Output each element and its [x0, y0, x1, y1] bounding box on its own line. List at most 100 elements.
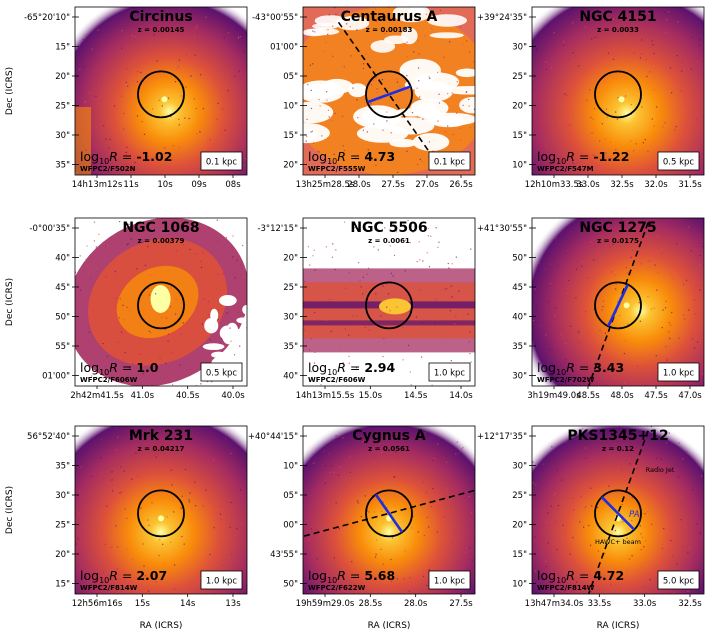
image-2	[484, 0, 710, 237]
x-tick-label: 28.0s	[404, 599, 428, 609]
image-7	[251, 381, 526, 633]
y-tick-label: -65°20'10"	[24, 13, 70, 23]
scalebar-label: 5.0 kpc	[663, 577, 695, 587]
y-tick-label: 40"	[55, 254, 70, 264]
panel-redshift: z = 0.0061	[368, 237, 410, 245]
panel-title: Mrk 231	[129, 428, 193, 444]
scalebar-label: 1.0 kpc	[206, 577, 238, 587]
y-tick-label: 15"	[283, 131, 298, 141]
panel-redshift: z = 0.0175	[597, 237, 639, 245]
panel-title: NGC 4151	[579, 9, 656, 25]
panel-title: NGC 5506	[350, 220, 427, 236]
filter-label: WFPC2/F622W	[308, 584, 366, 592]
y-axis-label: Dec (ICRS)	[5, 67, 15, 115]
y-tick-label: 20"	[512, 521, 527, 531]
y-tick-label: 35"	[55, 462, 70, 472]
y-tick-label: 40"	[283, 372, 298, 382]
y-tick-label: 30"	[512, 372, 527, 382]
y-tick-label: 50"	[283, 580, 298, 590]
y-tick-label: +41°30'55"	[477, 224, 527, 234]
y-tick-label: 20"	[55, 72, 70, 82]
logR-label: log10R = 5.68	[308, 568, 395, 585]
y-tick-label: 56°52'40"	[27, 432, 70, 442]
panel-redshift: z = 0.00379	[138, 237, 185, 245]
x-tick-label: 47.5s	[644, 391, 668, 401]
x-tick-label: 14s	[180, 599, 196, 609]
x-tick-label: 15s	[135, 599, 151, 609]
y-tick-label: 05"	[283, 72, 298, 82]
x-tick-label: 13h47m34.0s	[525, 599, 584, 609]
y-tick-label: 30"	[512, 462, 527, 472]
logR-label: log10R = 4.72	[537, 568, 624, 585]
filter-label: WFPC2/F814W	[537, 584, 595, 592]
pa-label: PA	[629, 510, 640, 520]
y-tick-label: +39°24'35"	[477, 13, 527, 23]
panel-title: NGC 1275	[579, 220, 656, 236]
filter-label: WFPC2/F502N	[80, 165, 136, 173]
x-tick-label: 40.0s	[221, 391, 245, 401]
panel-title: Circinus	[129, 9, 192, 25]
x-tick-label: 2h42m41.5s	[70, 391, 124, 401]
y-tick-label: 30"	[55, 491, 70, 501]
scalebar-label: 0.1 kpc	[434, 158, 466, 168]
y-axis-label: Dec (ICRS)	[5, 278, 15, 326]
filter-label: WFPC2/F547M	[537, 165, 594, 173]
y-tick-label: 20"	[283, 254, 298, 264]
panel-title: PKS1345+12	[567, 428, 668, 444]
panel-title: NGC 1068	[122, 220, 199, 236]
y-tick-label: 20"	[512, 102, 527, 112]
y-tick-label: 10"	[283, 462, 298, 472]
x-tick-label: 32.0s	[644, 180, 668, 190]
x-tick-label: 26.5s	[449, 180, 473, 190]
y-tick-label: 55"	[55, 342, 70, 352]
x-tick-label: 09s	[191, 180, 207, 190]
y-tick-label: 15"	[55, 580, 70, 590]
x-tick-label: 11s	[123, 180, 139, 190]
y-tick-label: 45"	[512, 283, 527, 293]
y-tick-label: 10"	[512, 580, 527, 590]
panel-redshift: z = 0.0561	[368, 445, 410, 453]
logR-label: log10R = 1.0	[80, 360, 159, 377]
x-tick-label: 08s	[225, 180, 241, 190]
x-tick-label: 27.5s	[381, 180, 405, 190]
y-tick-label: 10"	[512, 161, 527, 171]
panel-redshift: z = 0.00145	[138, 26, 185, 34]
y-tick-label: 40"	[512, 313, 527, 323]
x-tick-label: 27.0s	[415, 180, 439, 190]
x-tick-label: 14h13m15.5s	[296, 391, 355, 401]
panel-redshift: z = 0.12	[602, 445, 634, 453]
y-tick-label: 30"	[55, 131, 70, 141]
y-tick-label: 01'00"	[42, 372, 70, 382]
x-tick-label: 33.0s	[633, 599, 657, 609]
y-axis-label: Dec (ICRS)	[5, 486, 15, 534]
x-tick-label: 3h19m49.0s	[527, 391, 581, 401]
scalebar-label: 1.0 kpc	[434, 369, 466, 379]
y-tick-label: 25"	[512, 491, 527, 501]
x-tick-label: 41.0s	[131, 391, 155, 401]
x-tick-label: 13s	[225, 599, 241, 609]
x-tick-label: 14h13m12s	[72, 180, 123, 190]
x-tick-label: 12h56m16s	[72, 599, 123, 609]
logR-label: log10R = 4.73	[308, 149, 395, 166]
y-tick-label: 35"	[283, 342, 298, 352]
image-6	[23, 381, 298, 633]
x-tick-label: 33.0s	[576, 180, 600, 190]
y-tick-label: 15"	[512, 131, 527, 141]
y-tick-label: 35"	[55, 161, 70, 171]
x-tick-label: 15.0s	[359, 391, 383, 401]
y-tick-label: -3°12'15"	[257, 224, 298, 234]
y-tick-label: 50"	[512, 254, 527, 264]
x-tick-label: 31.5s	[678, 180, 702, 190]
y-tick-label: 10"	[283, 102, 298, 112]
filter-label: WFPC2/F814W	[80, 584, 138, 592]
x-tick-label: 28.5s	[359, 599, 383, 609]
y-tick-label: 30"	[512, 43, 527, 53]
x-tick-label: 14.0s	[449, 391, 473, 401]
filter-label: WFPC2/F606W	[80, 376, 138, 384]
